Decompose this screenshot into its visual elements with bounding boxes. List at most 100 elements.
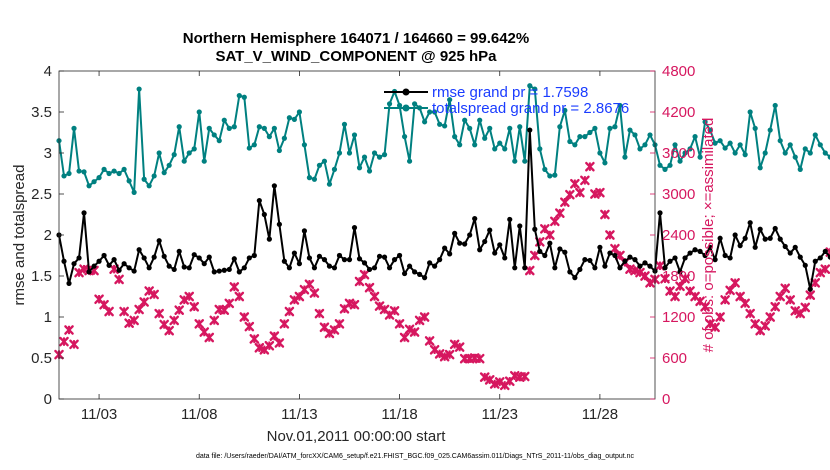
y-right-tick-label: 600	[662, 350, 687, 367]
y-left-tick-label: 3.5	[31, 104, 52, 121]
legend-spread-marker	[402, 104, 410, 112]
rmse-point	[532, 226, 538, 232]
totalspread-point	[251, 142, 257, 148]
rmse-point	[767, 235, 773, 241]
rmse-point	[432, 263, 438, 269]
totalspread-point	[201, 158, 207, 164]
rmse-point	[201, 261, 207, 267]
y-left-tick-label: 2.5	[31, 186, 52, 203]
obs-marker	[560, 197, 570, 208]
rmse-point	[231, 256, 237, 262]
totalspread-point	[126, 178, 132, 184]
obs-marker	[775, 291, 786, 302]
legend-rmse-marker	[402, 88, 410, 96]
totalspread-point	[762, 150, 768, 156]
totalspread-point	[802, 146, 808, 152]
obs-marker	[134, 304, 144, 315]
obs-marker	[124, 318, 134, 328]
rmse-point	[697, 248, 703, 254]
x-tick-label: 11/03	[81, 406, 117, 423]
y-right-tick-label: 3000	[662, 186, 695, 203]
rmse-point	[692, 247, 698, 253]
obs-marker	[820, 264, 830, 274]
obs-marker	[725, 285, 735, 296]
totalspread-point	[341, 121, 348, 127]
rmse-point	[727, 255, 733, 261]
obs-marker	[239, 312, 250, 322]
totalspread-point	[567, 138, 573, 145]
totalspread-point	[727, 140, 733, 146]
rmse-point	[682, 255, 688, 261]
rmse-point	[607, 250, 613, 256]
x-axis-label: Nov.01,2011 00:00:00 start	[267, 428, 447, 445]
rmse-point	[447, 251, 453, 257]
rmse-point	[612, 252, 618, 259]
rmse-point	[567, 269, 573, 275]
totalspread-point	[477, 117, 483, 123]
rmse-point	[316, 253, 323, 259]
rmse-point	[86, 269, 92, 275]
obs-marker	[409, 327, 420, 337]
rmse-point	[336, 252, 343, 259]
rmse-point	[291, 250, 297, 256]
totalspread-point	[542, 166, 548, 172]
totalspread-point	[321, 158, 328, 164]
obs-marker	[760, 321, 770, 331]
rmse-point	[417, 271, 423, 277]
totalspread-point	[472, 142, 478, 148]
rmse-point	[181, 264, 187, 270]
rmse-point	[261, 211, 267, 218]
obs-marker	[64, 325, 74, 335]
totalspread-point	[176, 124, 182, 130]
rmse-point	[81, 210, 87, 216]
legend-spread-label: totalspread grand pr = 2.8676	[432, 100, 629, 117]
totalspread-point	[286, 115, 292, 121]
rmse-point	[371, 265, 378, 271]
rmse-point	[306, 255, 313, 261]
totalspread-point	[261, 125, 267, 131]
rmse-point	[642, 260, 648, 266]
totalspread-point	[607, 125, 613, 131]
totalspread-point	[817, 142, 823, 148]
totalspread-point	[371, 150, 378, 156]
totalspread-point	[381, 152, 388, 158]
rmse-point	[472, 216, 478, 222]
rmse-point	[487, 227, 493, 233]
totalspread-point	[527, 83, 533, 89]
x-tick-label: 11/13	[281, 406, 317, 423]
rmse-point	[91, 263, 97, 269]
rmse-point	[462, 241, 468, 247]
rmse-point	[286, 265, 292, 271]
rmse-point	[687, 250, 693, 256]
y-left-tick-label: 0.5	[31, 350, 52, 367]
totalspread-point	[732, 150, 738, 156]
rmse-point	[752, 244, 758, 250]
rmse-point	[186, 265, 192, 271]
rmse-point	[111, 257, 117, 263]
totalspread-point	[812, 132, 818, 138]
rmse-point	[386, 265, 393, 271]
totalspread-point	[91, 179, 97, 185]
obs-marker	[610, 243, 620, 254]
totalspread-point	[662, 166, 668, 172]
legend-rmse-label: rmse grand pr = 1.7598	[432, 84, 588, 101]
totalspread-point	[106, 170, 112, 177]
rmse-point	[712, 257, 718, 263]
rmse-point	[356, 256, 363, 262]
obs-marker	[750, 319, 760, 329]
totalspread-point	[777, 138, 783, 144]
obs-marker	[655, 260, 665, 271]
totalspread-point	[241, 94, 247, 100]
totalspread-point	[246, 145, 252, 151]
totalspread-point	[331, 166, 338, 172]
rmse-point	[191, 252, 197, 258]
totalspread-point	[597, 150, 603, 156]
legend: rmse grand pr = 1.7598 totalspread grand…	[384, 84, 629, 117]
totalspread-point	[522, 158, 528, 164]
rmse-point	[482, 238, 488, 245]
rmse-point	[577, 266, 583, 273]
rmse-point	[542, 252, 548, 259]
rmse-point	[452, 230, 458, 236]
obs-marker	[189, 301, 200, 312]
